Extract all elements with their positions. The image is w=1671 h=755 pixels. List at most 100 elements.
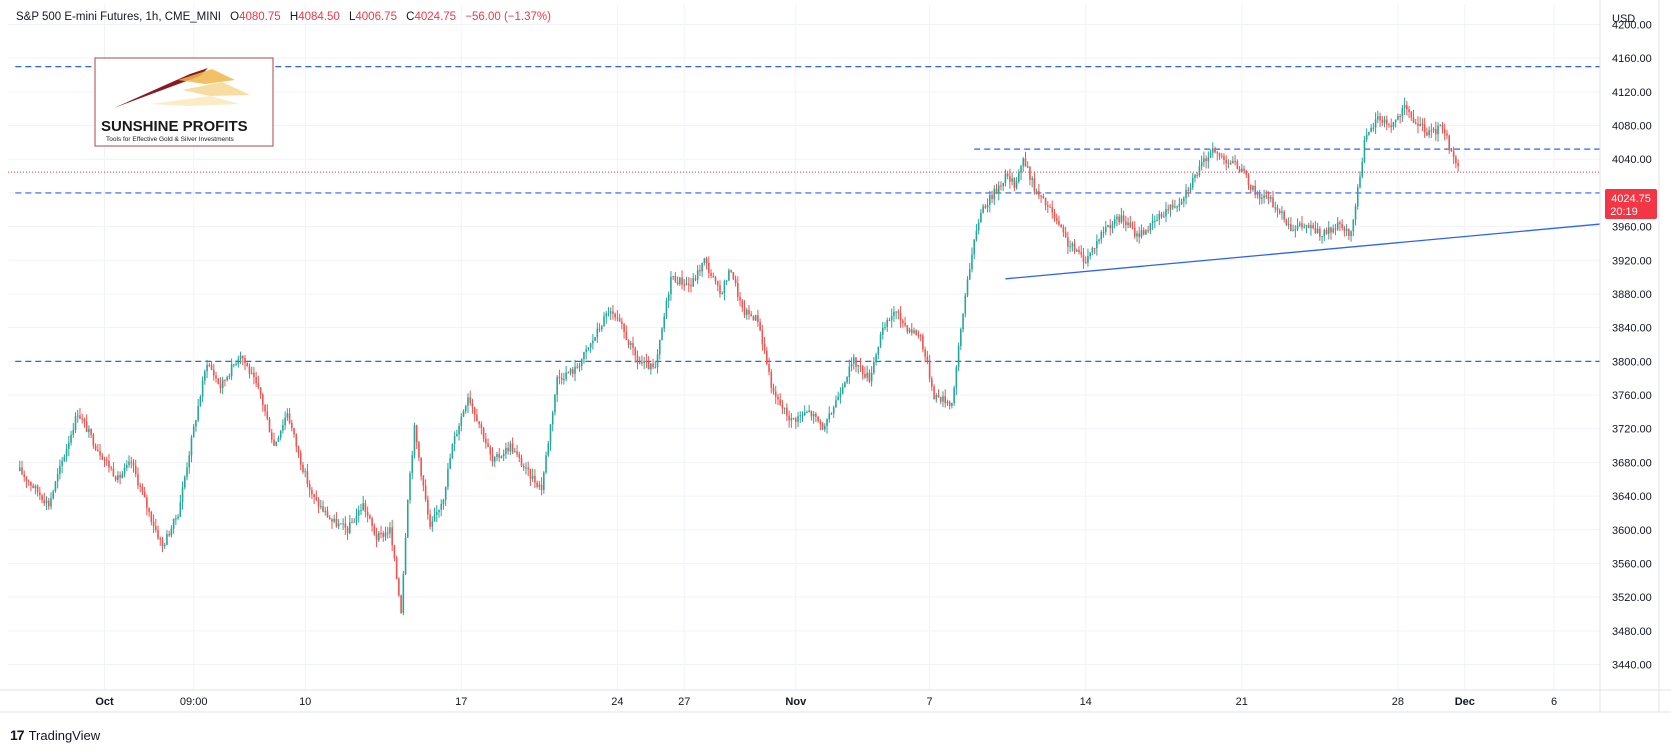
candle-body — [1417, 123, 1419, 126]
candle-body — [284, 417, 286, 426]
candle-body — [377, 532, 380, 541]
candle-body — [1223, 156, 1225, 160]
candle-body — [1379, 116, 1381, 121]
candle-body — [469, 397, 472, 404]
candle-body — [1042, 196, 1045, 198]
candle-body — [43, 500, 46, 504]
candle-body — [828, 413, 831, 420]
candle-body — [877, 346, 880, 355]
candle-body — [841, 387, 844, 394]
change-value: −56.00 (−1.37%) — [465, 11, 551, 23]
candle-body — [148, 508, 150, 513]
candle-body — [721, 292, 724, 294]
candle-body — [1064, 232, 1067, 238]
candle-body — [701, 262, 703, 272]
candle-body — [1361, 161, 1364, 177]
candle-body — [275, 441, 278, 446]
candle-body — [1414, 122, 1417, 124]
candle-body — [1227, 162, 1230, 164]
candle-body — [429, 514, 431, 527]
candle-body — [1080, 252, 1083, 255]
candle-body — [195, 420, 197, 427]
candle-body — [1310, 225, 1312, 229]
candle-body — [41, 495, 43, 501]
candle-body — [650, 363, 652, 370]
candle-body — [139, 485, 141, 487]
candle-body — [1412, 117, 1415, 123]
candle-body — [433, 514, 436, 522]
candle-body — [879, 334, 882, 347]
candle-body — [1294, 229, 1297, 231]
candle-body — [1129, 222, 1132, 228]
candlesticks — [18, 97, 1459, 616]
candle-body — [54, 481, 57, 492]
candle-body — [1205, 158, 1207, 162]
logo-ray-gold-2 — [182, 82, 250, 96]
tradingview-brand: TradingView — [28, 727, 101, 743]
candle-body — [1214, 148, 1216, 153]
candle-body — [592, 340, 594, 344]
candle-body — [868, 372, 871, 382]
candle-body — [1359, 176, 1361, 188]
candle-body — [982, 206, 984, 213]
y-tick-label: 3760.00 — [1612, 390, 1652, 402]
candle-body — [754, 315, 757, 321]
candle-body — [612, 311, 614, 314]
candle-body — [476, 414, 478, 422]
candle-body — [1290, 224, 1292, 231]
candle-body — [919, 335, 922, 337]
candle-body — [962, 313, 964, 330]
candle-body — [45, 500, 48, 504]
symbol-header: S&P 500 E-mini Futures, 1h, CME_MINI O40… — [16, 11, 551, 23]
tradingview-footer[interactable]: 17 TradingView — [10, 727, 100, 743]
candle-body — [741, 300, 744, 308]
candle-body — [143, 492, 146, 498]
candle-body — [328, 517, 331, 520]
candle-body — [489, 446, 492, 455]
candle-body — [551, 412, 554, 425]
candle-body — [835, 400, 837, 408]
candle-body — [605, 313, 608, 317]
candle-body — [190, 437, 193, 456]
candle-body — [821, 423, 824, 430]
candle-body — [47, 500, 50, 507]
candle-body — [1044, 197, 1047, 206]
candle-body — [1265, 195, 1268, 198]
candle-body — [92, 434, 95, 446]
candle-body — [1029, 166, 1031, 180]
candle-body — [685, 283, 688, 286]
candle-body — [1350, 231, 1352, 237]
candle-body — [618, 318, 621, 322]
x-tick-label: 14 — [1080, 696, 1092, 708]
candle-body — [826, 419, 828, 427]
candle-body — [674, 275, 677, 283]
candle-body — [422, 476, 425, 486]
candle-body — [799, 415, 802, 417]
candle-body — [1274, 207, 1277, 209]
sunshine-profits-logo: SUNSHINE PROFITS Tools for Effective Gol… — [94, 57, 274, 147]
candle-body — [1341, 224, 1343, 229]
candle-body — [1198, 166, 1201, 176]
candle-body — [1009, 176, 1011, 182]
x-tick-label: 7 — [927, 696, 933, 708]
candle-body — [217, 378, 220, 384]
candle-body — [496, 454, 498, 458]
candle-body — [837, 396, 839, 401]
candle-body — [1397, 115, 1399, 120]
candle-body — [913, 330, 915, 333]
candle-body — [335, 518, 338, 527]
candle-body — [1232, 161, 1234, 164]
candle-body — [1209, 152, 1212, 158]
candle-body — [1102, 231, 1105, 233]
candle-body — [1363, 139, 1366, 162]
candle-body — [712, 275, 715, 278]
candle-body — [1000, 185, 1002, 187]
candle-body — [384, 532, 387, 537]
candle-body — [781, 404, 784, 409]
candle-body — [1241, 168, 1243, 172]
candle-body — [181, 487, 184, 503]
candle-body — [1133, 227, 1136, 237]
high-value: 4084.50 — [298, 11, 340, 23]
candle-body — [953, 387, 955, 404]
